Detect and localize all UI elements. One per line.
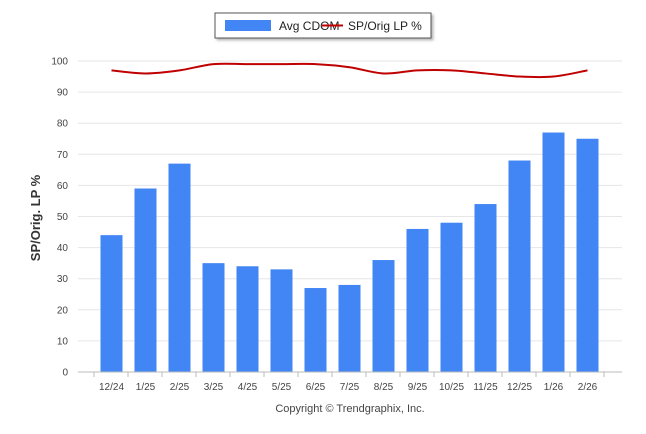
x-tick-label: 5/25 [272, 382, 292, 393]
bar [236, 266, 259, 372]
y-tick-label: 60 [57, 181, 69, 192]
y-tick-label: 0 [62, 368, 68, 379]
x-tick-label: 1/25 [136, 382, 156, 393]
bar [542, 132, 565, 372]
y-tick-label: 90 [57, 88, 69, 99]
bar [134, 188, 157, 372]
bar [474, 204, 497, 372]
y-tick-label: 30 [57, 274, 69, 285]
x-tick-label: 4/25 [238, 382, 258, 393]
line-series-path [111, 62, 588, 79]
y-tick-label: 20 [57, 305, 69, 316]
legend-swatch-bar [225, 20, 271, 31]
x-tick-label: 12/25 [507, 382, 532, 393]
bar [508, 160, 531, 372]
x-tick-label: 9/25 [408, 382, 428, 393]
x-tick-label: 3/25 [204, 382, 224, 393]
x-tick-label: 10/25 [439, 382, 464, 393]
y-tick-label: 40 [57, 243, 69, 254]
x-tick-label: 7/25 [340, 382, 360, 393]
legend-label-line: SP/Orig LP % [348, 19, 422, 33]
y-tick-label: 100 [51, 57, 68, 68]
bar [338, 284, 361, 372]
bar [406, 228, 429, 372]
x-tick-label: 2/25 [170, 382, 190, 393]
y-tick-label: 80 [57, 119, 69, 130]
bar [304, 288, 327, 372]
y-axis-ticks: 0 10 20 30 40 50 60 70 80 90 100 [51, 57, 68, 379]
x-tick-label: 1/26 [544, 382, 564, 393]
copyright-credit: Copyright © Trendgraphix, Inc. [275, 403, 424, 415]
y-tick-label: 70 [57, 150, 69, 161]
x-tick-label: 11/25 [473, 382, 498, 393]
bar [440, 222, 463, 372]
y-axis-title: SP/Orig. LP % [28, 174, 43, 261]
bar [270, 269, 293, 372]
bar [372, 260, 395, 372]
x-tick-label: 12/24 [99, 382, 124, 393]
x-tick-label: 8/25 [374, 382, 394, 393]
legend: Avg CDOM SP/Orig LP % [214, 12, 432, 39]
bar [576, 138, 599, 372]
line-series [111, 62, 588, 79]
bar [100, 235, 123, 372]
y-tick-label: 10 [57, 336, 69, 347]
bar [202, 263, 225, 372]
legend-label-bar: Avg CDOM [279, 19, 339, 33]
x-tick-label: 2/26 [578, 382, 598, 393]
bar-series [100, 132, 599, 372]
x-tick-label: 6/25 [306, 382, 326, 393]
bar [168, 163, 191, 372]
y-tick-label: 50 [57, 212, 69, 223]
x-axis-ticks: 12/24 1/25 2/25 3/25 4/25 5/25 6/25 7/25 8/25 9/2… [93, 372, 605, 393]
